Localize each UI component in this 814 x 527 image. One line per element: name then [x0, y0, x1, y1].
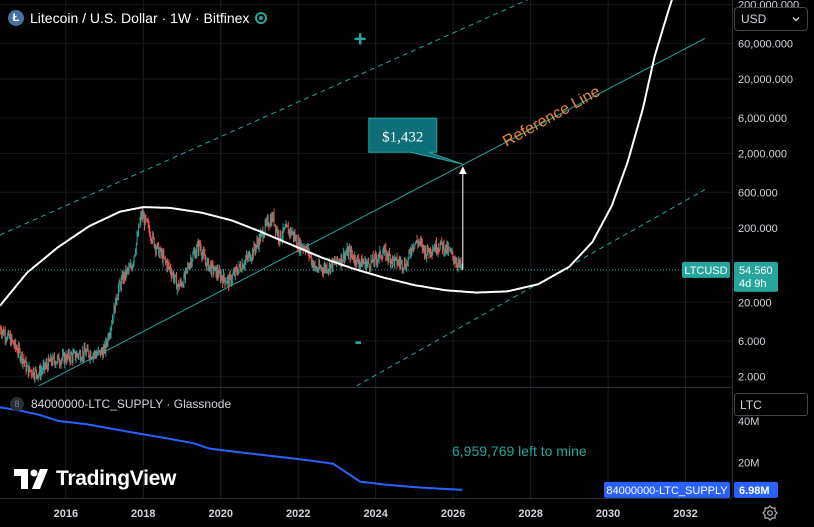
price-tick-label: 200,000.000 [738, 0, 799, 12]
indicator-legend[interactable]: 8 84000000-LTC_SUPPLY · Glassnode [10, 396, 231, 412]
indicator-axis[interactable]: 40M 20M [738, 416, 759, 470]
indicator-last-value: 6.98M [739, 485, 770, 497]
price-tick-label: 2,000.000 [738, 148, 787, 160]
gear-icon[interactable] [762, 505, 778, 521]
indicator-name: 84000000-LTC_SUPPLY · Glassnode [31, 397, 232, 411]
price-tick-label: 60,000.000 [738, 38, 793, 50]
last-price-symbol: LTCUSD [684, 265, 727, 277]
indicator-series: 6,959,769 left to mine [0, 406, 587, 491]
time-axis[interactable]: 2016 2018 2020 2022 2024 2026 2028 2030 2032 [54, 508, 698, 520]
price-axis[interactable]: 200,000.000 60,000.000 20,000.000 6,000.000… [738, 0, 799, 384]
price-tick-label: 20.000 [738, 297, 772, 309]
indicator-name-badge [604, 481, 730, 498]
annotation-minus: - [355, 328, 362, 353]
time-tick-label: 2022 [286, 508, 310, 520]
time-tick-label: 2016 [54, 508, 78, 520]
time-tick-label: 2032 [673, 508, 697, 520]
price-tick-label: 200.000 [738, 223, 778, 235]
channel-upper-line [0, 0, 529, 236]
indicator-supply-line [0, 406, 463, 491]
annotation-callout-label: $1,432 [382, 129, 423, 145]
price-tick-label: 6.000 [738, 336, 766, 348]
last-price-value: 54.560 [739, 265, 773, 277]
tradingview-watermark: TradingView [14, 466, 176, 492]
tradingview-logo-icon [14, 469, 48, 489]
time-tick-label: 2024 [363, 508, 388, 520]
reference-curve-path [0, 0, 673, 307]
price-tick-label: 600.000 [738, 187, 778, 199]
reference-curve [0, 0, 673, 307]
price-series [0, 208, 732, 384]
channel-lower-line [356, 189, 706, 386]
price-tick-label: 20,000.000 [738, 74, 793, 86]
indicator-unit-select[interactable]: LTC [734, 393, 808, 416]
last-price-countdown: 4d 9h [739, 278, 767, 290]
time-tick-label: 2028 [518, 508, 542, 520]
currency-value: USD [741, 12, 767, 26]
currency-select[interactable]: USD [734, 7, 808, 31]
last-price-badge [734, 261, 778, 292]
live-dot-icon [255, 12, 268, 24]
price-tick-label: 2.000 [738, 372, 766, 384]
time-tick-label: 2020 [209, 508, 233, 520]
last-price-symbol-badge [682, 261, 730, 278]
indicator-unit: LTC [740, 397, 762, 412]
tradingview-brand: TradingView [56, 467, 177, 490]
price-tick-label: 6,000.000 [738, 113, 787, 125]
symbol-title-bar[interactable]: Ł Litecoin / U.S. Dollar · 1W · Bitfinex [8, 7, 268, 29]
indicator-last-name: 84000000-LTC_SUPPLY [606, 485, 728, 497]
indicator-badge: 8 [10, 397, 24, 411]
litecoin-logo-icon: Ł [8, 10, 24, 26]
chevron-down-icon [792, 17, 800, 22]
annotation-plus: + [354, 26, 367, 51]
indicator-tick-label: 40M [738, 416, 759, 428]
indicator-annotation: 6,959,769 left to mine [452, 443, 587, 459]
channel-lines [0, 0, 706, 386]
time-tick-label: 2026 [441, 508, 465, 520]
indicator-value-badge [734, 481, 778, 498]
grid-lines [0, 0, 732, 498]
symbol-title: Litecoin / U.S. Dollar · 1W · Bitfinex [30, 10, 250, 26]
indicator-tick-label: 20M [738, 458, 759, 470]
time-tick-label: 2018 [131, 508, 155, 520]
annotation-callout [368, 117, 463, 165]
channel-center-line [38, 38, 706, 386]
time-tick-label: 2030 [596, 508, 620, 520]
